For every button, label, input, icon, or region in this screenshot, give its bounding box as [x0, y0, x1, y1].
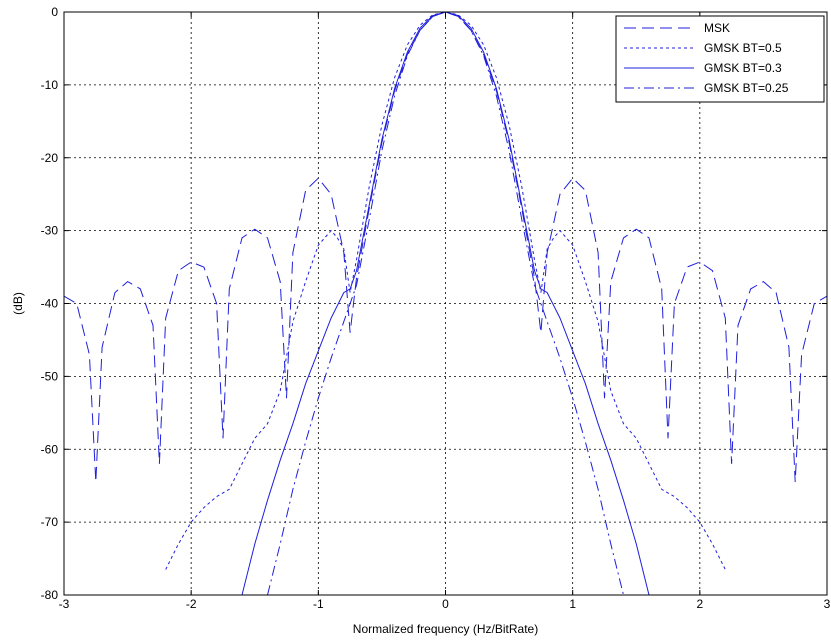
x-axis-label: Normalized frequency (Hz/BitRate): [353, 622, 538, 636]
series-line: [64, 12, 827, 483]
y-tick-label: -30: [41, 224, 59, 238]
y-tick-label: -70: [41, 515, 59, 529]
y-axis-ticks: 0 -10 -20 -30 -40 -50 -60 -70 -80: [41, 5, 827, 602]
series-line: [267, 12, 624, 595]
y-tick-label: -50: [41, 369, 59, 383]
y-tick-label: -10: [41, 78, 59, 92]
x-tick-label: 2: [696, 597, 703, 611]
y-tick-label: 0: [51, 5, 58, 19]
x-tick-label: -3: [59, 597, 70, 611]
legend-label: MSK: [704, 21, 730, 35]
y-axis-label: (dB): [11, 292, 25, 315]
x-tick-label: 0: [442, 597, 449, 611]
series-line: [241, 12, 650, 595]
x-axis-ticks: -3 -2 -1 0 1 2 3: [59, 12, 831, 611]
series-layer: [64, 12, 827, 595]
x-tick-label: -1: [313, 597, 324, 611]
y-tick-label: -20: [41, 151, 59, 165]
legend-label: GMSK BT=0.3: [704, 61, 782, 75]
y-tick-label: -40: [41, 297, 59, 311]
series-line: [165, 12, 726, 570]
grid: [64, 12, 827, 595]
y-tick-label: -80: [41, 588, 59, 602]
legend: MSK GMSK BT=0.5 GMSK BT=0.3 GMSK BT=0.25: [615, 15, 825, 103]
legend-label: GMSK BT=0.5: [704, 41, 782, 55]
x-tick-label: -2: [186, 597, 197, 611]
y-tick-label: -60: [41, 442, 59, 456]
x-tick-label: 1: [569, 597, 576, 611]
legend-label: GMSK BT=0.25: [704, 81, 789, 95]
x-tick-label: 3: [824, 597, 831, 611]
